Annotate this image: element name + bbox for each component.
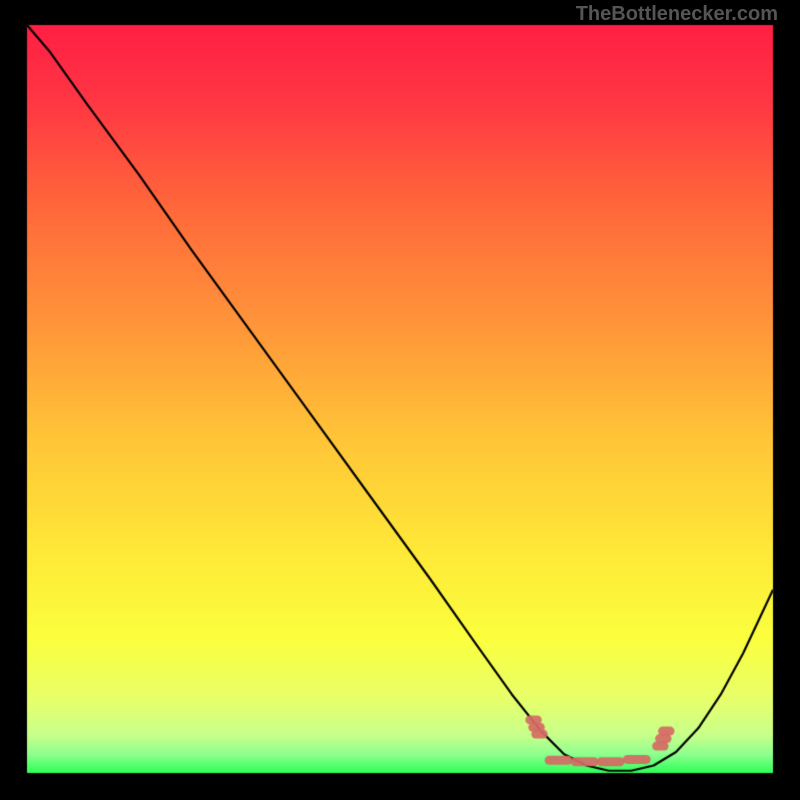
watermark-label: TheBottlenecker.com [576,3,778,26]
bottleneck-curve-chart [27,25,773,773]
